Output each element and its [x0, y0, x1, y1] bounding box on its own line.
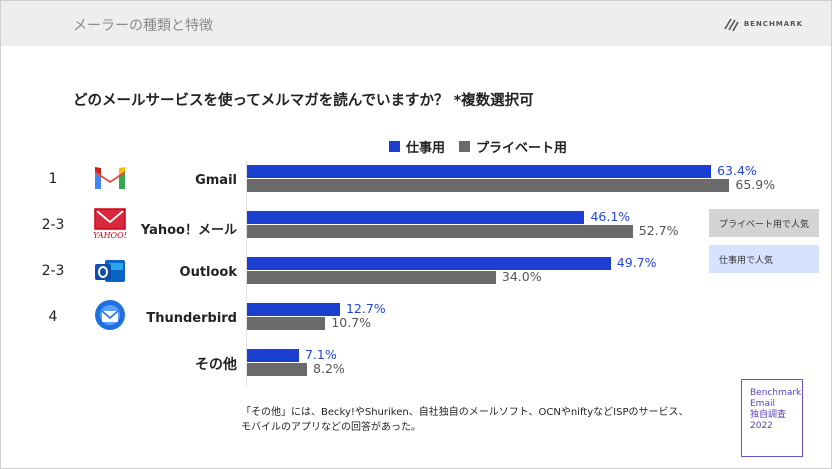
- category-label-outlook: Outlook: [179, 265, 237, 280]
- legend-item-work: 仕事用: [389, 137, 445, 156]
- rank-label: 1: [48, 171, 58, 187]
- chart-legend: 仕事用 プライベート用: [389, 137, 567, 156]
- footnote-line: 「その他」には、Becky!やShuriken、自社独自のメールソフト、OCNや…: [241, 407, 689, 418]
- brand-name: BENCHMARK: [743, 20, 803, 28]
- bar-private-2: [247, 271, 496, 284]
- bar-work-2: [247, 257, 611, 270]
- bar-private-3: [247, 317, 326, 330]
- bar-work-3: [247, 303, 340, 316]
- benchmark-logo-icon: [724, 18, 739, 32]
- bar-private-0: [247, 179, 730, 192]
- value-label-private-3: 10.7%: [331, 315, 372, 330]
- outlook-icon: [95, 260, 125, 282]
- stamp-line: Email: [750, 399, 775, 409]
- legend-label-private: プライベート用: [476, 141, 568, 156]
- svg-text:YAHOO!: YAHOO!: [93, 231, 127, 240]
- stamp-line: Benchmark: [750, 388, 802, 398]
- yahoo-mail-icon: YAHOO!: [93, 208, 127, 240]
- stamp-line: 2022: [750, 421, 773, 431]
- header-title: メーラーの種類と特徴: [73, 18, 213, 34]
- legend-label-work: 仕事用: [406, 141, 446, 156]
- legend-swatch-work: [389, 141, 400, 152]
- note-work-popular: 仕事用で人気: [709, 245, 819, 273]
- rank-label: 4: [48, 309, 58, 325]
- rank-label: 2-3: [41, 217, 65, 233]
- value-label-private-4: 8.2%: [313, 361, 345, 376]
- note-private-popular: プライベート用で人気: [709, 209, 819, 237]
- stamp-line: 独自調査: [750, 410, 787, 420]
- chart-axis: [246, 161, 247, 386]
- survey-question: どのメールサービスを使ってメルマガを読んでいますか？ *複数選択可: [73, 93, 534, 109]
- footnote: 「その他」には、Becky!やShuriken、自社独自のメールソフト、OCNや…: [241, 405, 688, 435]
- value-label-private-2: 34.0%: [501, 269, 542, 284]
- bar-private-4: [247, 363, 308, 376]
- legend-item-private: プライベート用: [459, 137, 567, 156]
- category-label-other: その他: [195, 357, 237, 373]
- brand-logo: BENCHMARK: [723, 16, 803, 32]
- bar-work-1: [247, 211, 585, 224]
- value-label-work-2: 49.7%: [616, 255, 657, 270]
- footnote-line: モバイルのアプリなどの回答があった。: [241, 422, 421, 433]
- value-label-work-3: 12.7%: [345, 301, 386, 316]
- rank-label: 2-3: [41, 263, 65, 279]
- category-label-thunderbird: Thunderbird: [146, 311, 237, 326]
- value-label-work-4: 7.1%: [304, 347, 337, 362]
- category-label-gmail: Gmail: [195, 173, 237, 188]
- survey-stamp: Benchmark Email 独自調査 2022: [741, 379, 803, 457]
- bar-private-1: [247, 225, 633, 238]
- gmail-icon: [95, 167, 125, 189]
- category-label-yahoo: Yahoo！メール: [140, 223, 237, 238]
- header-bar: メーラーの種類と特徴 BENCHMARK: [1, 1, 831, 46]
- value-label-work-0: 63.4%: [717, 163, 757, 178]
- thunderbird-icon: [95, 300, 125, 330]
- bar-work-0: [247, 165, 712, 178]
- value-label-private-0: 65.9%: [735, 177, 776, 192]
- value-label-private-1: 52.7%: [638, 223, 679, 238]
- legend-swatch-private: [459, 141, 471, 152]
- value-label-work-1: 46.1%: [590, 209, 631, 224]
- bar-work-4: [247, 349, 299, 362]
